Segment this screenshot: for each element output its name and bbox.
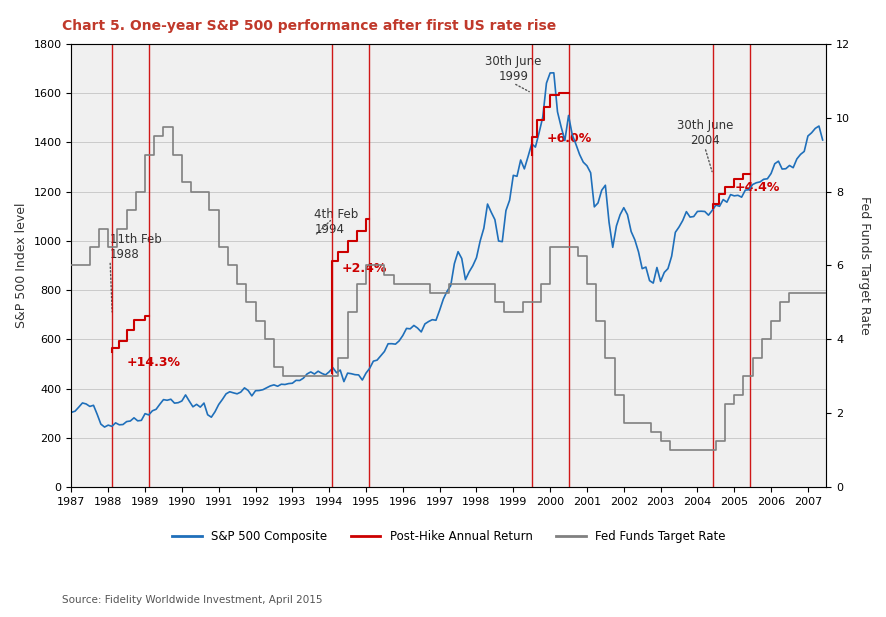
Text: Source: Fidelity Worldwide Investment, April 2015: Source: Fidelity Worldwide Investment, A… <box>62 595 323 605</box>
Text: +14.3%: +14.3% <box>127 356 181 369</box>
Legend: S&P 500 Composite, Post-Hike Annual Return, Fed Funds Target Rate: S&P 500 Composite, Post-Hike Annual Retu… <box>167 526 730 548</box>
Text: 11th Feb
1988: 11th Feb 1988 <box>110 233 162 260</box>
Y-axis label: Fed Funds Target Rate: Fed Funds Target Rate <box>858 196 871 335</box>
Text: 4th Feb
1994: 4th Feb 1994 <box>315 208 359 236</box>
Text: Chart 5. One-year S&P 500 performance after first US rate rise: Chart 5. One-year S&P 500 performance af… <box>62 19 556 33</box>
Text: +6.0%: +6.0% <box>547 131 592 145</box>
Text: +2.4%: +2.4% <box>342 262 387 275</box>
Text: 30th June
1999: 30th June 1999 <box>486 55 541 83</box>
Y-axis label: S&P 500 Index level: S&P 500 Index level <box>15 203 28 328</box>
Text: 30th June
2004: 30th June 2004 <box>677 119 733 147</box>
Text: +4.4%: +4.4% <box>734 181 780 194</box>
